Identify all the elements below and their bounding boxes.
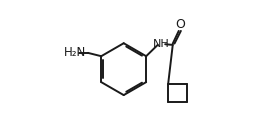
- Text: NH: NH: [153, 39, 170, 49]
- Text: H₂N: H₂N: [63, 46, 86, 59]
- Text: O: O: [176, 18, 185, 31]
